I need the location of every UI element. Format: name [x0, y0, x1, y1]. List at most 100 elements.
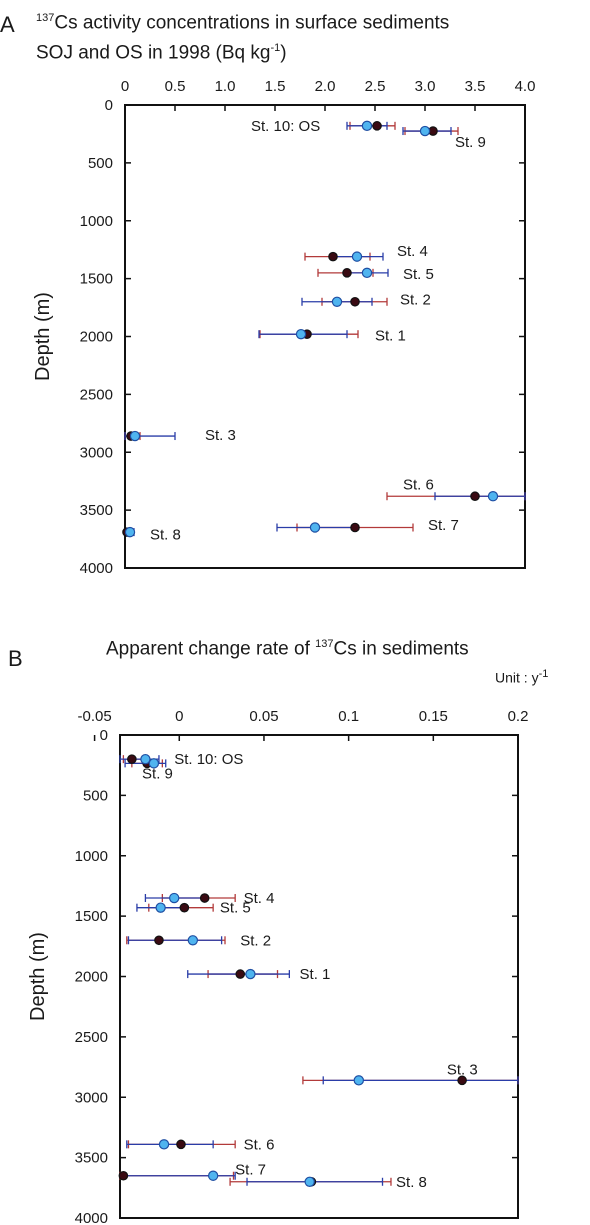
data-point-dark	[176, 1139, 186, 1150]
y-tick-label: 0	[100, 727, 108, 744]
panel-a-title-unit-close: )	[280, 42, 287, 64]
panel-a-title-unit-sup: -1	[270, 42, 281, 54]
station-label: St. 6	[403, 477, 434, 494]
station-label: St. 5	[403, 266, 434, 283]
x-tick-label: 0.5	[165, 78, 186, 95]
x-tick-label: 4.0	[515, 78, 536, 95]
data-point-blue	[158, 1139, 170, 1150]
panel-b-unit: Unit : y-1	[495, 668, 548, 686]
data-point-dark	[235, 969, 246, 979]
data-point-blue	[295, 328, 307, 340]
station-label: St. 8	[396, 1174, 427, 1191]
station-label: St. 1	[300, 966, 331, 983]
data-point-dark	[328, 251, 338, 262]
x-tick-label: 0.2	[508, 708, 529, 725]
data-point-blue	[351, 251, 363, 262]
x-tick-label: 3.5	[465, 78, 486, 95]
x-tick-label: 1.0	[215, 78, 236, 95]
data-point-blue	[129, 430, 141, 442]
y-tick-label: 1000	[75, 848, 108, 865]
station-label: St. 5	[220, 900, 251, 917]
data-point-blue	[245, 968, 256, 980]
panel-a-title-line2: SOJ and OS in 1998 (Bq kg-1)	[36, 36, 287, 65]
x-tick-label: 0.15	[419, 708, 448, 725]
station-label: St. 7	[428, 517, 459, 534]
data-point-dark	[470, 491, 480, 502]
data-point-blue	[155, 902, 166, 913]
y-tick-label: 2500	[75, 1029, 108, 1046]
data-point-blue	[124, 526, 136, 538]
data-point-blue	[331, 296, 343, 307]
station-label: St. 2	[240, 932, 271, 949]
station-label: St. 2	[400, 291, 431, 308]
y-axis-label: Depth (m)	[27, 932, 49, 1021]
data-point-blue	[148, 758, 160, 769]
panel-b-title-sup: 137	[315, 638, 334, 650]
data-point-blue	[419, 125, 431, 137]
y-tick-label: 2000	[80, 329, 113, 346]
panel-b-unit-text: Unit : y	[495, 669, 539, 686]
station-label: St. 10: OS	[174, 751, 243, 768]
y-tick-label: 1500	[75, 908, 108, 925]
panel-a-title-line1: 137Cs activity concentrations in surface…	[36, 6, 449, 35]
data-point-blue	[187, 935, 199, 946]
x-tick-label: 3.0	[415, 78, 436, 95]
x-tick-label: 0.05	[249, 708, 278, 725]
y-tick-label: 4000	[75, 1210, 108, 1225]
chart-a: 0 0.5 1.0 1.5 2.0 2.5 3.0 3.5 4.0 0 500 1000 1500 200…	[32, 78, 536, 577]
station-label: St. 8	[150, 526, 181, 543]
y-tick-label: 3500	[75, 1150, 108, 1167]
data-point-blue	[140, 753, 151, 765]
data-point-dark	[179, 902, 190, 913]
data-point-blue	[361, 267, 373, 279]
data-point-dark	[350, 522, 360, 533]
panel-b-letter: B	[8, 646, 23, 671]
panel-a-title-text: Cs activity concentrations in surface se…	[54, 12, 450, 34]
panel-b-title-text-end: Cs in sediments	[333, 638, 469, 660]
station-label: St. 6	[244, 1136, 275, 1153]
station-label: St. 4	[244, 890, 275, 907]
station-label: St. 3	[205, 427, 236, 444]
y-tick-label: 1500	[80, 271, 113, 288]
panel-a-title-superscript: 137	[36, 12, 55, 24]
y-axis-label: Depth (m)	[32, 292, 54, 381]
x-tick-label: 2.0	[315, 78, 336, 95]
data-point-dark	[118, 1170, 129, 1181]
y-tick-label: 2000	[75, 969, 108, 986]
station-label: St. 9	[142, 766, 173, 783]
x-tick-label: 0	[175, 708, 183, 725]
station-label: St. 10: OS	[251, 118, 320, 135]
data-point-blue	[361, 120, 373, 132]
y-tick-label: 0	[105, 97, 113, 114]
data-point-blue	[304, 1176, 315, 1187]
panel-a-title-unit-text: SOJ and OS in 1998 (Bq kg	[36, 42, 271, 64]
panel-a-letter: A	[0, 12, 15, 37]
station-label: St. 3	[447, 1061, 478, 1078]
y-tick-label: 1000	[80, 213, 113, 230]
data-point-dark	[350, 296, 360, 307]
station-label: St. 4	[397, 243, 428, 260]
y-tick-label: 500	[88, 155, 113, 172]
x-tick-label: -0.05	[77, 708, 111, 725]
panel-b-title-text: Apparent change rate of	[106, 638, 316, 660]
station-label: St. 9	[455, 134, 486, 151]
y-tick-label: 3000	[80, 444, 113, 461]
y-tick-label: 500	[83, 787, 108, 804]
x-tick-label: 0.1	[338, 708, 359, 725]
y-tick-label: 3000	[75, 1089, 108, 1106]
station-label: St. 7	[235, 1162, 266, 1179]
y-tick-label: 3500	[80, 502, 113, 519]
data-point-dark	[127, 754, 137, 764]
data-point-dark	[199, 893, 210, 903]
x-tick-label: 0	[121, 78, 129, 95]
data-point-dark	[154, 935, 164, 946]
x-tick-label: 2.5	[365, 78, 386, 95]
data-point-dark	[457, 1075, 467, 1086]
data-point-dark	[342, 268, 352, 278]
panel-b-unit-sup: -1	[538, 668, 549, 680]
panel-b-title: Apparent change rate of 137Cs in sedimen…	[106, 632, 469, 661]
y-tick-label: 2500	[80, 386, 113, 403]
data-point-blue	[353, 1075, 364, 1086]
data-point-dark	[372, 121, 382, 131]
